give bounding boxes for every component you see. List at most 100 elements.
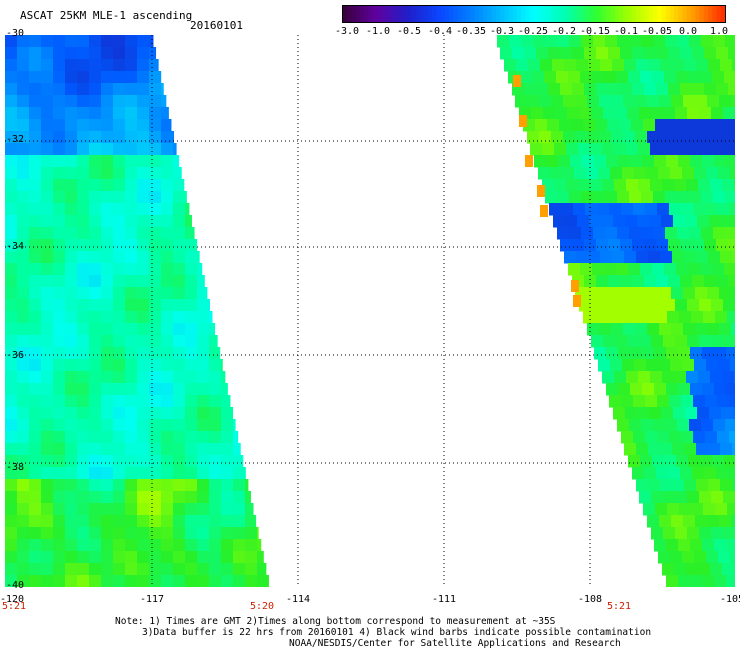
swath-cell <box>221 527 234 540</box>
colorbar-segment <box>601 6 607 22</box>
swath-cell <box>732 251 735 264</box>
swath-cell <box>635 287 648 300</box>
swath-cell <box>125 515 138 528</box>
swath-cell <box>17 59 30 72</box>
swath-cell <box>185 347 198 360</box>
swath-cell <box>161 407 174 420</box>
swath-cell <box>578 179 591 192</box>
swath-cell <box>516 59 529 72</box>
colorbar-segment <box>474 6 480 22</box>
swath-cell <box>684 59 697 72</box>
swath-cell <box>245 551 258 564</box>
swath-cell <box>651 107 664 120</box>
colorbar-segment <box>457 6 463 22</box>
swath-cell <box>17 167 30 180</box>
swath-cell <box>724 455 735 468</box>
colorbar <box>342 5 726 23</box>
swath-cell <box>610 167 623 180</box>
swath-cell <box>706 167 719 180</box>
swath-cell <box>653 191 666 204</box>
swath-cell <box>714 383 727 396</box>
swath-cell <box>125 263 138 276</box>
swath-cell <box>568 263 581 276</box>
swath-cell <box>29 371 42 384</box>
swath-cell <box>125 335 138 348</box>
swath-cell <box>593 191 606 204</box>
swath-cell <box>149 479 162 492</box>
swath-cell <box>221 419 234 432</box>
swath-cell <box>173 239 186 252</box>
swath-cell <box>617 191 630 204</box>
swath-cell <box>77 419 90 432</box>
swath-cell <box>137 575 150 587</box>
swath-cell <box>53 359 66 372</box>
swath-cell <box>647 95 660 108</box>
swath-cell <box>5 443 18 456</box>
swath-cell <box>209 491 222 504</box>
swath-cell <box>77 323 90 336</box>
swath-cell <box>651 491 664 504</box>
colorbar-segment <box>351 6 357 22</box>
swath-cell <box>730 359 735 372</box>
swath-cell <box>29 575 42 587</box>
colorbar-label: -0.05 <box>641 26 673 37</box>
swath-cell <box>719 515 732 528</box>
colorbar-segment <box>644 6 650 22</box>
swath-cell <box>197 287 208 300</box>
swath-cell <box>660 443 673 456</box>
swath-cell <box>635 95 648 108</box>
swath-cell <box>113 35 126 48</box>
swath-cell <box>673 215 686 228</box>
swath-cell <box>137 119 150 132</box>
swath-cell <box>29 167 42 180</box>
swath-cell <box>29 455 42 468</box>
swath-cell <box>77 527 90 540</box>
swath-cell <box>113 203 126 216</box>
swath-cell <box>701 227 714 240</box>
longitude-label: -120 <box>0 594 25 605</box>
swath-cell <box>709 215 722 228</box>
swath-cell <box>41 563 54 576</box>
swath-cell <box>17 431 30 444</box>
swath-cell <box>125 551 138 564</box>
swath-cell <box>638 179 651 192</box>
swath-cell <box>565 215 578 228</box>
colorbar-segment <box>470 6 476 22</box>
swath-cell <box>665 227 678 240</box>
swath-cell <box>604 263 617 276</box>
swath-cell <box>29 563 42 576</box>
swath-cell <box>17 419 30 432</box>
colorbar-segment <box>504 6 510 22</box>
swath-cell <box>29 335 42 348</box>
swath-cell <box>629 191 642 204</box>
swath-edge-cell <box>571 280 579 292</box>
colorbar-segment <box>432 6 437 22</box>
swath-cell <box>656 275 669 288</box>
swath-cell <box>719 131 732 144</box>
swath-cell <box>161 191 174 204</box>
swath-cell <box>89 59 102 72</box>
swath-cell <box>668 239 681 252</box>
swath-cell <box>5 539 18 552</box>
swath-cell <box>609 203 622 216</box>
swath-cell <box>17 131 30 144</box>
swath-cell <box>650 179 663 192</box>
swath-cell <box>720 59 733 72</box>
swath-cell <box>703 503 716 516</box>
swath-cell <box>17 383 30 396</box>
swath-edge-cell <box>513 75 521 87</box>
swath-cell <box>101 35 114 48</box>
swath-cell <box>137 515 150 528</box>
swath-cell <box>89 251 102 264</box>
swath-cell <box>671 323 684 336</box>
colorbar-segment <box>614 6 620 22</box>
swath-cell <box>65 527 78 540</box>
swath-cell <box>692 83 705 96</box>
swath-cell <box>596 83 609 96</box>
swath-cell <box>65 491 78 504</box>
swath-cell <box>137 131 150 144</box>
swath-cell <box>29 71 42 84</box>
swath-cell <box>689 227 702 240</box>
swath-cell <box>617 419 630 432</box>
colorbar-label: -0.15 <box>579 26 611 37</box>
